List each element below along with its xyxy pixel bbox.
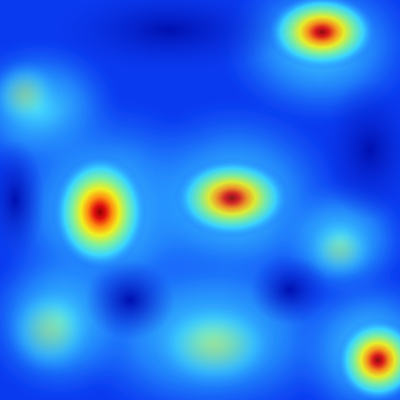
hotspot-upper-left [0, 60, 60, 130]
hotspot-upper-right [267, 0, 377, 70]
dark-regions [0, 0, 400, 340]
hotspot-lower-left [5, 285, 95, 375]
hotspot-right-mid [305, 220, 375, 280]
hotspot-lower-right [336, 318, 400, 400]
hotspot-lower-center [150, 300, 280, 390]
hotspot-center [174, 158, 290, 238]
hotspot-left-center [52, 154, 148, 270]
medium-regions [0, 60, 375, 390]
hot-regions [52, 0, 400, 400]
